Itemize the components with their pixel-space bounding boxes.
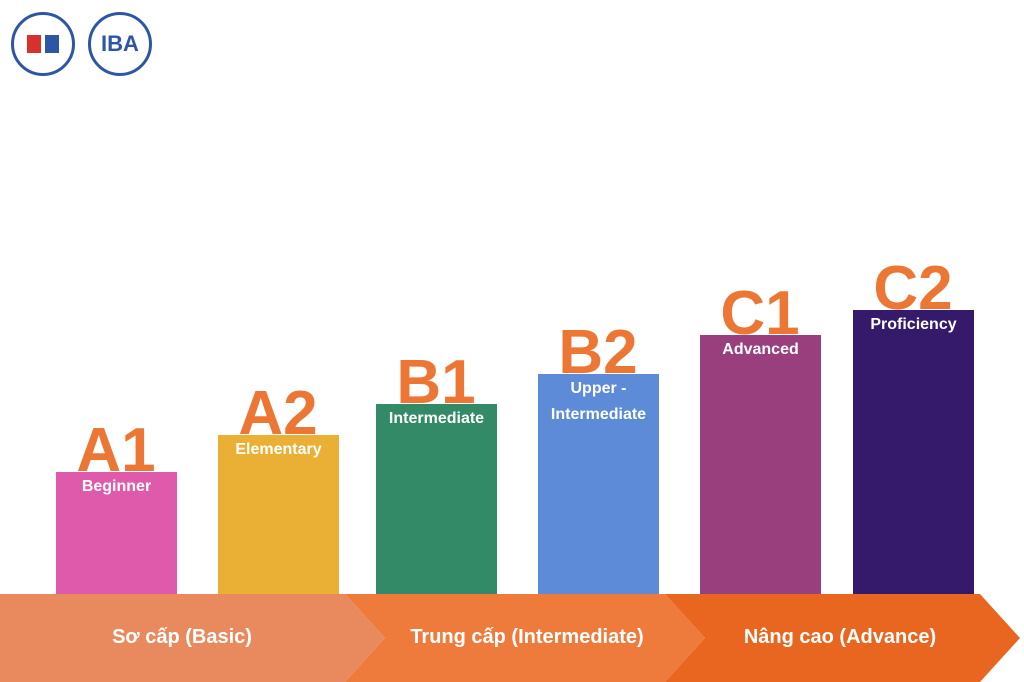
level-code: A1 [76,416,156,485]
arrow-intermediate [345,594,705,682]
level-label: Beginner [81,478,152,495]
level-bar [700,335,821,594]
level-code: C2 [873,254,953,323]
level-label: Intermediate [388,410,485,427]
logo-icon [27,35,59,53]
level-code: C1 [720,279,800,348]
logo-left [11,12,75,76]
level-code: B2 [558,318,638,387]
arrow-advance [665,594,1020,682]
level-bar [376,404,497,594]
level-bar [538,374,659,594]
stage-label: Trung cấp (Intermediate) [410,626,644,648]
level-bar [218,435,339,594]
logo-right: IBA [88,12,152,76]
level-label: Advanced [722,341,799,358]
level-bar [56,472,177,594]
level-label: Elementary [235,441,322,458]
level-bar [853,310,974,594]
logo-text: IBA [101,31,139,56]
level-code: A2 [238,379,318,448]
stage-label: Sơ cấp (Basic) [112,626,252,648]
level-label: Proficiency [870,316,957,333]
arrow-basic [0,594,385,682]
level-label: Upper - Intermediate [550,380,647,423]
level-code: B1 [396,348,476,417]
stage-label: Nâng cao (Advance) [743,626,937,648]
